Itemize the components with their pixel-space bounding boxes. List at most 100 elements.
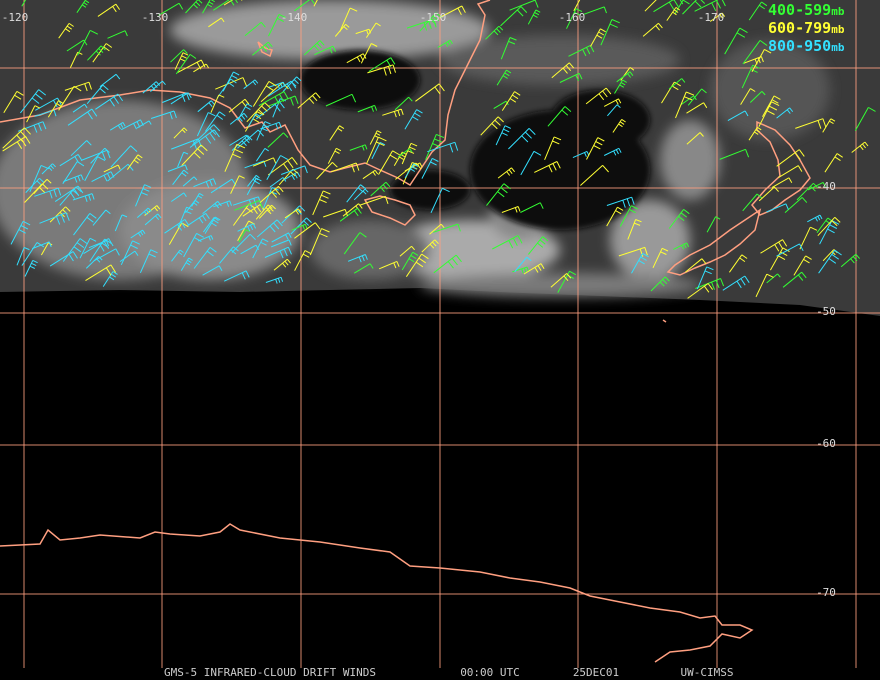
wind-barb — [99, 73, 121, 87]
wind-barb — [401, 142, 418, 165]
wind-barb — [360, 43, 378, 64]
wind-barb — [85, 264, 117, 282]
wind-barb — [566, 8, 583, 29]
wind-barb — [193, 178, 217, 188]
labels: -120 -130 -140 -150 -160 -170 -40 -50 -60 -70 400-… — [2, 1, 845, 679]
wind-barb — [312, 190, 331, 216]
wind-barb — [238, 229, 250, 243]
wind-barb — [255, 100, 285, 120]
wind-barb — [520, 202, 544, 213]
wind-barb — [585, 87, 612, 105]
wind-barb — [722, 275, 750, 291]
wind-barb — [246, 102, 271, 123]
wind-barb — [687, 88, 707, 106]
wind-barb — [237, 223, 257, 232]
longitude-label: -160 — [559, 11, 586, 24]
legend-unit: mb — [831, 23, 845, 36]
wind-barb — [550, 273, 572, 288]
wind-barb — [492, 235, 523, 250]
wind-barb — [405, 253, 429, 277]
wind-barb — [749, 91, 766, 103]
legend-entry: 400-599mb — [768, 1, 845, 19]
wind-barb — [72, 193, 95, 202]
wind-barb — [854, 107, 876, 131]
wind-barb — [229, 134, 251, 146]
wind-barb — [799, 226, 818, 250]
wind-barb — [674, 0, 692, 15]
wind-barb — [267, 156, 298, 176]
wind-barb — [164, 219, 190, 234]
wind-barb — [204, 111, 226, 132]
wind-barb — [741, 64, 760, 89]
wind-barb — [231, 135, 253, 151]
wind-barb — [92, 43, 113, 63]
wind-barb — [355, 28, 371, 35]
wind-barb — [102, 271, 118, 287]
wind-barb — [130, 229, 146, 239]
wind-barb — [586, 137, 605, 160]
wind-barb — [366, 136, 387, 165]
wind-barb — [20, 89, 47, 114]
wind-barb — [778, 165, 803, 179]
footer-text: 00:00 UTC — [460, 666, 520, 679]
wind-barb — [399, 245, 415, 257]
wind-barb — [362, 169, 379, 180]
wind-barb — [192, 124, 221, 146]
longitude-label: -170 — [698, 11, 725, 24]
wind-barb — [243, 79, 259, 90]
latitude-label: -70 — [816, 586, 836, 599]
wind-barb — [120, 119, 144, 131]
wind-barb — [606, 206, 624, 227]
wind-barb — [170, 49, 188, 63]
wind-barb — [204, 216, 221, 234]
wind-barb — [616, 71, 634, 83]
legend-range: 800-950 — [768, 37, 831, 55]
wind-barb — [382, 108, 404, 118]
wind-barb — [349, 144, 368, 151]
longitude-label: -140 — [281, 11, 308, 24]
wind-barb — [259, 185, 284, 203]
wind-barb — [264, 246, 292, 259]
wind-barb — [240, 244, 260, 255]
wind-barb — [782, 271, 807, 288]
wind-barb — [269, 177, 287, 188]
wind-barb — [512, 266, 529, 274]
wind-barb — [268, 95, 299, 107]
wind-barb — [603, 98, 622, 107]
wind-barb — [109, 121, 126, 131]
wind-barb — [793, 255, 812, 276]
wind-barb — [776, 149, 805, 167]
wind-barb — [486, 183, 511, 206]
wind-barb — [197, 235, 214, 242]
latitude-label: -60 — [816, 437, 836, 450]
wind-barb — [760, 239, 788, 254]
wind-barb — [255, 147, 269, 162]
wind-barb — [528, 236, 549, 255]
wind-barb — [523, 263, 545, 275]
wind-barb — [271, 239, 292, 248]
wind-barb — [158, 2, 184, 16]
wind-barb — [371, 141, 386, 160]
wind-barb — [162, 92, 190, 103]
wind-barb — [742, 193, 763, 212]
wind-barb — [294, 250, 312, 271]
wind-barb — [182, 176, 198, 187]
wind-barb — [73, 213, 97, 236]
wind-barb — [437, 39, 453, 48]
wind-barb — [237, 129, 264, 149]
wind-barb — [514, 256, 532, 273]
wind-barb — [316, 162, 338, 180]
footer-text: UW-CIMSS — [681, 666, 734, 679]
wind-barb — [247, 113, 260, 127]
wind-barb — [818, 249, 842, 274]
wind-barb — [393, 151, 407, 167]
wind-barb — [404, 163, 419, 179]
wind-barb — [433, 254, 462, 274]
wind-barb — [252, 80, 277, 107]
wind-barb — [807, 181, 826, 191]
wind-barb — [39, 212, 70, 225]
wind-barb — [619, 205, 638, 227]
wind-barb — [2, 127, 31, 149]
wind-barb — [85, 256, 103, 269]
wind-barb — [224, 143, 246, 172]
